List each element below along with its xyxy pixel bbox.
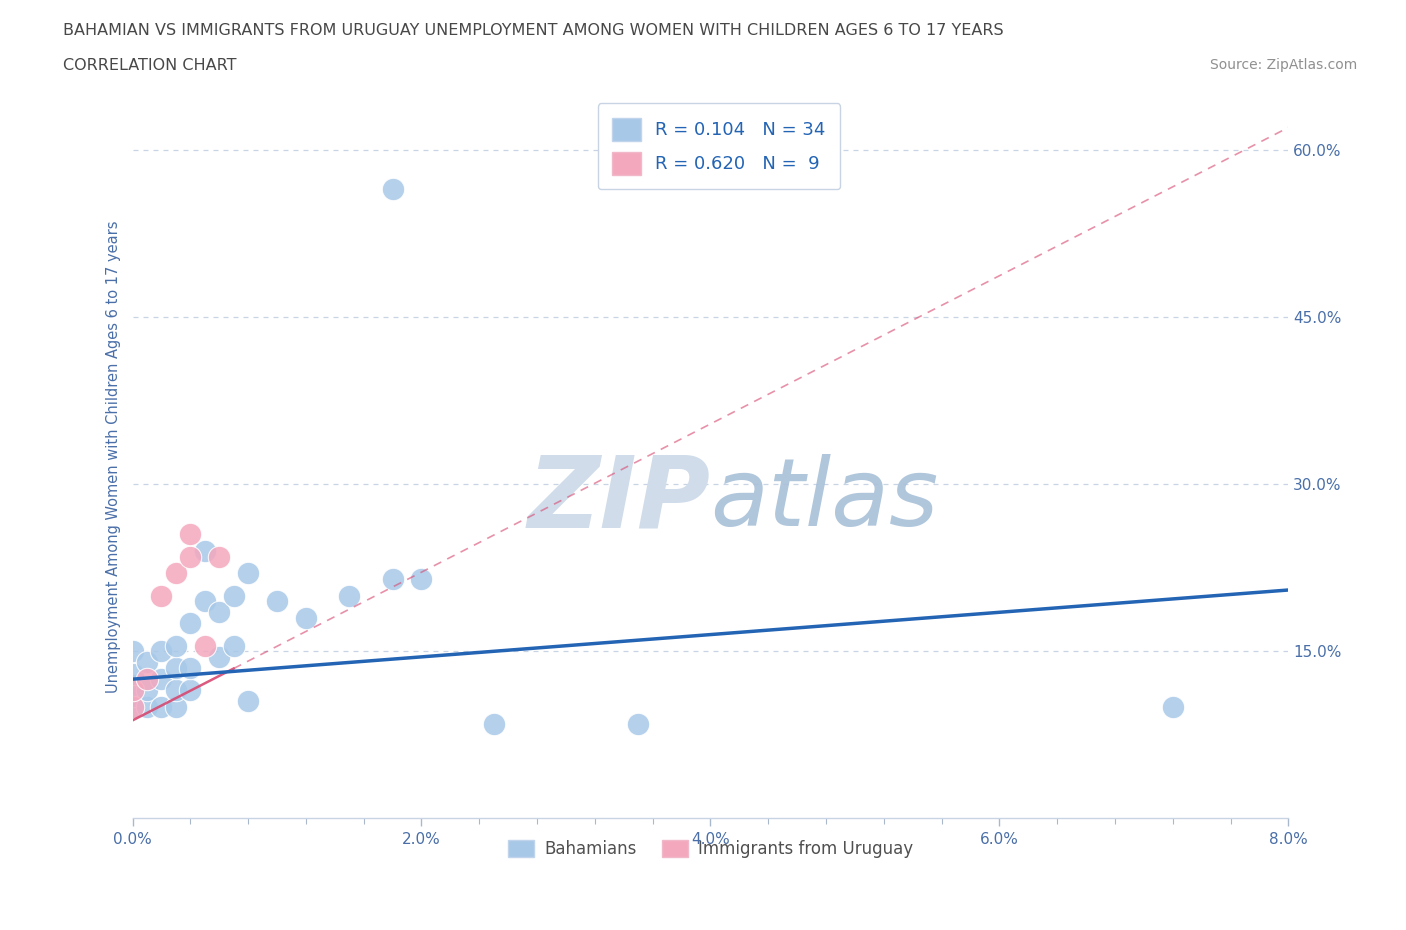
Point: [179, 526, 201, 541]
Point: [121, 666, 143, 681]
Point: [627, 716, 650, 731]
Point: [222, 638, 245, 653]
Point: [136, 671, 159, 686]
Point: [222, 588, 245, 603]
Point: [482, 716, 505, 731]
Point: [150, 588, 173, 603]
Text: ZIP: ZIP: [527, 451, 710, 548]
Point: [337, 588, 360, 603]
Point: [411, 571, 433, 586]
Point: [165, 638, 187, 653]
Point: [266, 593, 288, 608]
Point: [121, 644, 143, 658]
Legend: Bahamians, Immigrants from Uruguay: Bahamians, Immigrants from Uruguay: [501, 833, 920, 865]
Point: [165, 565, 187, 580]
Point: [121, 683, 143, 698]
Point: [150, 699, 173, 714]
Point: [236, 565, 259, 580]
Point: [150, 671, 173, 686]
Point: [194, 543, 217, 558]
Point: [165, 699, 187, 714]
Point: [208, 604, 231, 619]
Point: [295, 610, 318, 625]
Point: [121, 688, 143, 703]
Point: [1161, 699, 1184, 714]
Point: [136, 683, 159, 698]
Point: [121, 699, 143, 714]
Point: [236, 694, 259, 709]
Text: CORRELATION CHART: CORRELATION CHART: [63, 58, 236, 73]
Point: [121, 699, 143, 714]
Point: [179, 660, 201, 675]
Point: [381, 181, 404, 196]
Point: [150, 644, 173, 658]
Text: Source: ZipAtlas.com: Source: ZipAtlas.com: [1209, 58, 1357, 72]
Point: [194, 638, 217, 653]
Point: [121, 677, 143, 692]
Point: [165, 683, 187, 698]
Y-axis label: Unemployment Among Women with Children Ages 6 to 17 years: Unemployment Among Women with Children A…: [107, 220, 121, 693]
Point: [381, 571, 404, 586]
Text: atlas: atlas: [710, 454, 939, 545]
Point: [136, 655, 159, 670]
Point: [179, 549, 201, 564]
Point: [165, 660, 187, 675]
Point: [136, 699, 159, 714]
Text: BAHAMIAN VS IMMIGRANTS FROM URUGUAY UNEMPLOYMENT AMONG WOMEN WITH CHILDREN AGES : BAHAMIAN VS IMMIGRANTS FROM URUGUAY UNEM…: [63, 23, 1004, 38]
Point: [194, 593, 217, 608]
Point: [208, 549, 231, 564]
Point: [179, 616, 201, 631]
Point: [208, 649, 231, 664]
Point: [179, 683, 201, 698]
